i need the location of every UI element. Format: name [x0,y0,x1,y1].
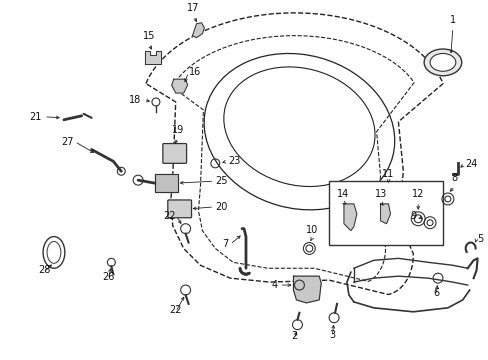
Text: 20: 20 [215,202,227,212]
Text: 28: 28 [38,265,50,275]
FancyBboxPatch shape [167,200,191,218]
Text: 16: 16 [188,67,201,77]
Polygon shape [145,50,161,64]
Polygon shape [343,204,356,231]
Text: 10: 10 [305,225,318,235]
Bar [328,181,442,246]
Text: 22: 22 [163,211,175,221]
Text: 3: 3 [328,329,334,339]
Text: 19: 19 [171,125,183,135]
Text: 2: 2 [291,332,297,342]
Text: 6: 6 [432,288,438,298]
Text: 17: 17 [187,3,199,13]
Polygon shape [155,174,177,192]
Text: 9: 9 [409,211,415,221]
Polygon shape [293,276,321,303]
Text: 24: 24 [465,159,477,169]
Text: 21: 21 [30,112,42,122]
Text: 8: 8 [451,173,457,183]
Text: 4: 4 [271,280,277,290]
Text: 11: 11 [382,169,394,179]
Text: 7: 7 [222,239,228,249]
Text: 27: 27 [61,136,74,147]
Polygon shape [192,23,204,38]
Text: 25: 25 [215,176,227,186]
Ellipse shape [423,49,461,76]
Text: 13: 13 [374,189,386,199]
FancyBboxPatch shape [163,144,186,163]
Text: 5: 5 [477,234,483,244]
Text: 1: 1 [449,15,455,25]
Text: 14: 14 [336,189,348,199]
Ellipse shape [429,54,455,71]
Text: 26: 26 [102,272,114,282]
Text: 18: 18 [128,95,141,105]
Polygon shape [171,79,187,93]
Polygon shape [380,204,390,224]
Text: 23: 23 [228,156,240,166]
Text: 22: 22 [169,305,182,315]
Text: 15: 15 [142,31,155,41]
Text: 12: 12 [411,189,424,199]
